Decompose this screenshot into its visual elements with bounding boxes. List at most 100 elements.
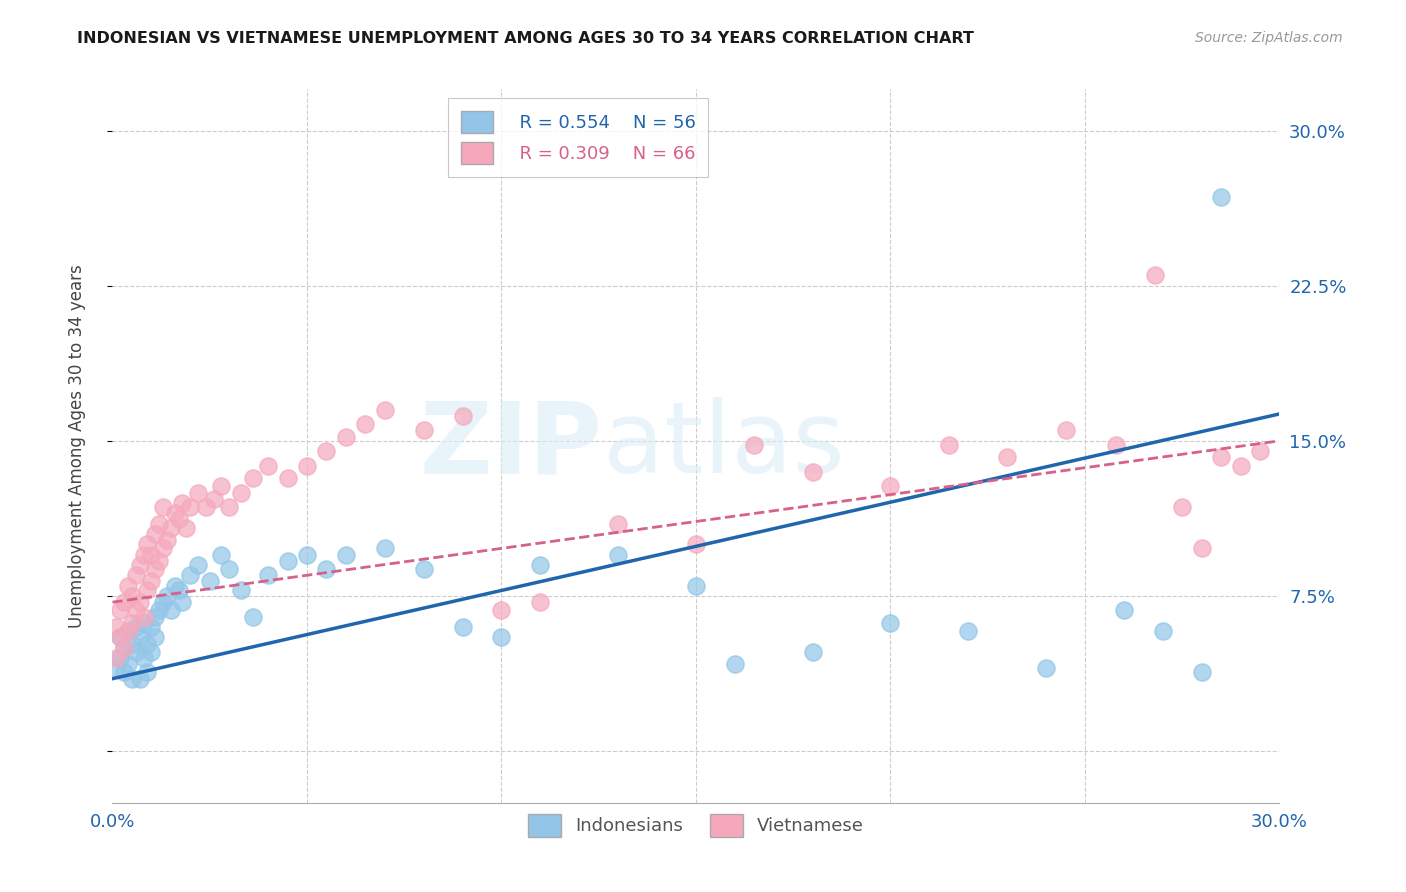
Point xyxy=(112,640,135,655)
Point xyxy=(242,609,264,624)
Point xyxy=(1191,665,1213,680)
Point xyxy=(451,409,474,423)
Point xyxy=(172,595,194,609)
Point xyxy=(112,595,135,609)
Point xyxy=(152,541,174,556)
Point xyxy=(607,548,630,562)
Point xyxy=(1035,661,1057,675)
Point xyxy=(110,651,132,665)
Point xyxy=(1105,438,1128,452)
Point xyxy=(1209,450,1232,465)
Point xyxy=(1112,603,1135,617)
Point xyxy=(491,603,513,617)
Point xyxy=(152,500,174,514)
Point xyxy=(141,574,163,589)
Point xyxy=(412,562,434,576)
Point xyxy=(121,615,143,630)
Point xyxy=(160,603,183,617)
Point xyxy=(125,645,148,659)
Point xyxy=(112,640,135,655)
Point xyxy=(335,548,357,562)
Point xyxy=(128,595,150,609)
Text: Source: ZipAtlas.com: Source: ZipAtlas.com xyxy=(1195,31,1343,45)
Point xyxy=(136,537,159,551)
Point xyxy=(276,471,298,485)
Point xyxy=(117,657,139,672)
Point xyxy=(229,485,252,500)
Point xyxy=(136,582,159,597)
Point xyxy=(167,512,190,526)
Point xyxy=(136,665,159,680)
Point xyxy=(172,496,194,510)
Point xyxy=(148,516,170,531)
Point xyxy=(156,533,179,548)
Point xyxy=(315,444,337,458)
Point xyxy=(121,589,143,603)
Point xyxy=(128,558,150,572)
Point xyxy=(187,558,209,572)
Point xyxy=(143,562,166,576)
Point xyxy=(491,630,513,644)
Point xyxy=(374,541,396,556)
Point xyxy=(141,548,163,562)
Point xyxy=(276,554,298,568)
Point xyxy=(529,595,551,609)
Point xyxy=(198,574,221,589)
Point xyxy=(148,603,170,617)
Point xyxy=(156,589,179,603)
Point xyxy=(179,568,201,582)
Point xyxy=(209,548,232,562)
Point xyxy=(1054,424,1077,438)
Point xyxy=(315,562,337,576)
Point xyxy=(879,479,901,493)
Point xyxy=(132,609,155,624)
Point xyxy=(354,417,377,432)
Point xyxy=(143,527,166,541)
Point xyxy=(117,624,139,639)
Point xyxy=(105,620,128,634)
Point xyxy=(110,630,132,644)
Point xyxy=(105,651,128,665)
Point xyxy=(143,609,166,624)
Point xyxy=(125,620,148,634)
Point xyxy=(163,506,186,520)
Point xyxy=(176,521,198,535)
Point xyxy=(685,537,707,551)
Point xyxy=(105,661,128,675)
Point xyxy=(257,568,280,582)
Point xyxy=(1209,190,1232,204)
Point xyxy=(218,500,240,514)
Point xyxy=(187,485,209,500)
Point xyxy=(412,424,434,438)
Point xyxy=(938,438,960,452)
Point xyxy=(1191,541,1213,556)
Y-axis label: Unemployment Among Ages 30 to 34 years: Unemployment Among Ages 30 to 34 years xyxy=(67,264,86,628)
Point xyxy=(1152,624,1174,639)
Point xyxy=(125,568,148,582)
Point xyxy=(143,630,166,644)
Point xyxy=(136,636,159,650)
Point xyxy=(128,672,150,686)
Point xyxy=(209,479,232,493)
Point xyxy=(167,582,190,597)
Point xyxy=(1229,458,1251,473)
Point xyxy=(132,548,155,562)
Point xyxy=(110,630,132,644)
Point xyxy=(128,630,150,644)
Point xyxy=(801,645,824,659)
Point xyxy=(148,554,170,568)
Point xyxy=(152,595,174,609)
Point xyxy=(295,548,318,562)
Point xyxy=(1171,500,1194,514)
Point xyxy=(160,521,183,535)
Text: atlas: atlas xyxy=(603,398,844,494)
Point xyxy=(744,438,766,452)
Point xyxy=(125,603,148,617)
Text: INDONESIAN VS VIETNAMESE UNEMPLOYMENT AMONG AGES 30 TO 34 YEARS CORRELATION CHAR: INDONESIAN VS VIETNAMESE UNEMPLOYMENT AM… xyxy=(77,31,974,46)
Text: ZIP: ZIP xyxy=(420,398,603,494)
Point xyxy=(110,603,132,617)
Point xyxy=(141,620,163,634)
Point xyxy=(179,500,201,514)
Point xyxy=(607,516,630,531)
Point xyxy=(163,579,186,593)
